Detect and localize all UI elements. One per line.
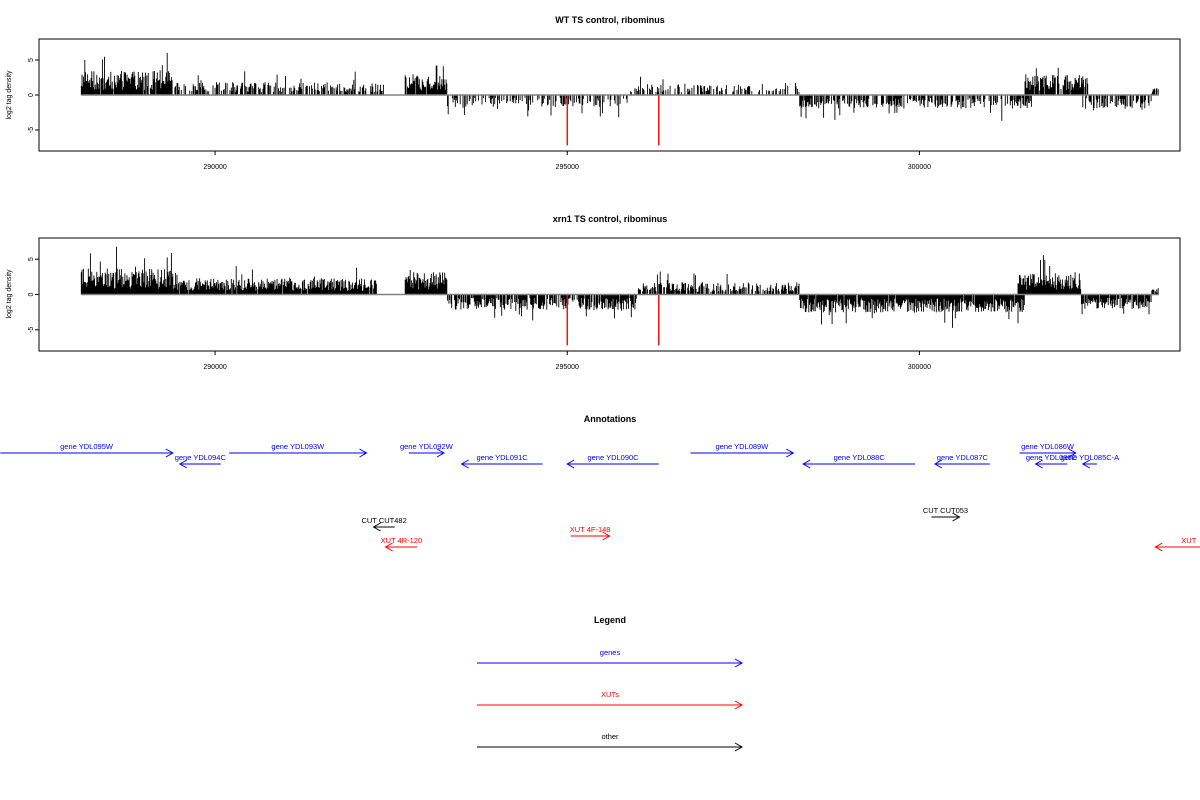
arrowhead-icon [372,522,381,532]
feature-label: CUT CUT053 [923,506,968,515]
feature-label: gene YDL090C [587,453,639,462]
feature-label: XUT [1181,536,1196,545]
legend-title: Legend [594,615,626,625]
feature-label: gene YDL091C [477,453,529,462]
y-axis: -5 0 5 [28,58,39,133]
x-tick-label: 295000 [556,164,579,171]
feature-genes: gene YDL092W [400,442,454,458]
legend-label: XUTs [601,690,619,699]
arrowhead-icon [359,448,368,458]
legend-item-other: other [477,732,744,752]
arrowhead-icon [734,742,744,752]
legend: Legend genes XUTs other [477,615,744,752]
panel-title: xrn1 TS control, ribominus [553,214,668,224]
y-tick-label: 5 [28,58,35,62]
feature-label: gene YDL095W [60,442,114,451]
feature-XUTs: XUT 4R-120 [381,536,423,552]
legend-label: other [601,732,619,741]
x-axis: 290000 295000 300000 [203,151,931,171]
legend-label: genes [600,648,621,657]
x-tick-label: 295000 [556,364,579,371]
feature-label: CUT CUT482 [361,516,406,525]
arrowhead-icon [802,459,811,469]
arrowhead-icon [460,459,469,469]
arrowhead-icon [384,542,393,552]
feature-genes: gene YDL093W [229,442,368,458]
density-bars [80,246,1159,328]
feature-list: gene YDL095W gene YDL094C gene YDL093W gene… [0,442,1200,552]
feature-genes: gene YDL086W [1019,442,1077,458]
feature-XUTs: XUT [1154,536,1200,552]
feature-genes: gene YDL090C [566,453,659,469]
feature-label: XUT 4F-148 [570,525,611,534]
feature-genes: gene YDL095W [0,442,174,458]
arrowhead-icon [602,531,611,541]
wt-density-panel: WT TS control, ribominus log2 tag densit… [6,15,1181,171]
y-axis: -5 0 5 [28,257,39,333]
arrowhead-icon [1154,542,1163,552]
feature-genes: gene YDL085C-A [1061,453,1120,469]
feature-other: CUT CUT482 [361,516,407,532]
feature-genes: gene YDL089W [690,442,795,458]
y-tick-label: 0 [28,93,35,97]
density-bar-set [80,52,1159,121]
feature-label: XUT 4R-120 [381,536,423,545]
x-tick-label: 300000 [908,364,931,371]
arrowhead-icon [178,459,188,469]
feature-genes: gene YDL091C [460,453,543,469]
feature-genes: gene YDL088C [802,453,916,469]
density-bar-set [80,246,1159,328]
panel-title: WT TS control, ribominus [555,15,665,25]
y-tick-label: -5 [28,127,35,133]
feature-label: gene YDL086C [1026,453,1078,462]
arrowhead-icon [734,658,744,668]
highlight-bars [566,294,660,346]
feature-label: gene YDL085C-A [1061,453,1120,462]
feature-genes: gene YDL094C [175,453,227,469]
feature-other: CUT CUT053 [923,506,968,522]
x-tick-label: 300000 [908,164,931,171]
arrowhead-icon [165,448,174,458]
arrowhead-icon [933,459,943,469]
feature-label: gene YDL089W [715,442,769,451]
legend-items: genes XUTs other [477,648,744,752]
arrowhead-icon [1081,459,1091,469]
y-axis-label: log2 tag density [6,269,13,319]
xrn1-density-panel: xrn1 TS control, ribominus log2 tag dens… [6,214,1181,371]
feature-XUTs: XUT 4F-148 [570,525,611,541]
feature-label: gene YDL092W [400,442,454,451]
arrowhead-icon [734,700,744,710]
y-tick-label: 0 [28,292,35,296]
feature-genes: gene YDL086C [1026,453,1078,469]
y-tick-label: 5 [28,257,35,261]
highlight-bars [566,95,660,146]
x-tick-label: 290000 [203,364,226,371]
y-tick-label: -5 [28,327,35,333]
arrowhead-icon [436,448,445,458]
feature-label: gene YDL087C [937,453,989,462]
x-tick-label: 290000 [203,164,226,171]
density-bars [80,52,1159,121]
x-axis: 290000 295000 300000 [203,351,931,371]
legend-item-XUTs: XUTs [477,690,744,710]
arrowhead-icon [1068,448,1077,458]
feature-label: gene YDL094C [175,453,227,462]
feature-label: gene YDL093W [271,442,325,451]
legend-item-genes: genes [477,648,744,668]
feature-genes: gene YDL087C [933,453,990,469]
feature-label: gene YDL088C [834,453,886,462]
arrowhead-icon [566,459,575,469]
arrowhead-icon [952,512,961,522]
feature-label: gene YDL086W [1021,442,1075,451]
arrowhead-icon [786,448,795,458]
annotations-title: Annotations [584,414,637,424]
y-axis-label: log2 tag density [6,70,13,120]
arrowhead-icon [1034,459,1043,469]
